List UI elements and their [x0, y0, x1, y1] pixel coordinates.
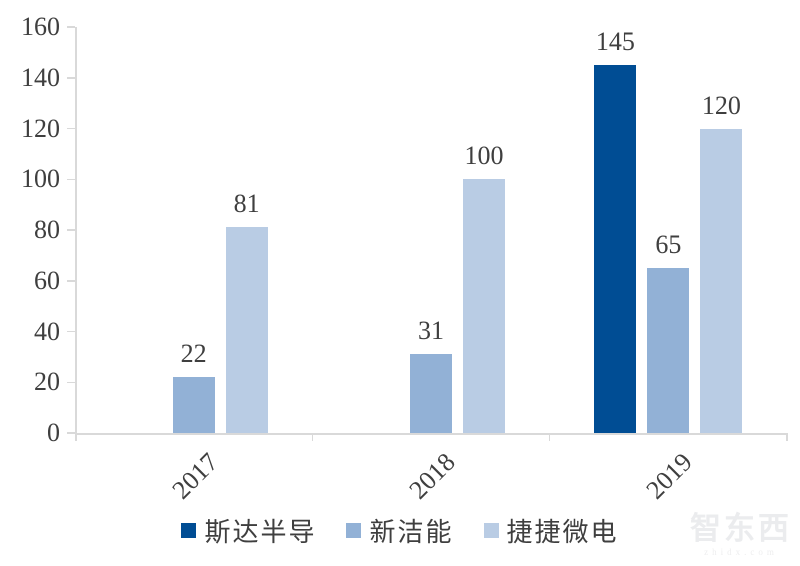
legend-swatch-icon: [181, 523, 197, 538]
x-axis-tick-mark: [548, 433, 551, 441]
legend-swatch-icon: [483, 523, 499, 538]
y-axis-tick-label: 0: [47, 418, 60, 447]
bar-捷捷微电-2019: [700, 128, 743, 433]
y-axis-tick-mark: [67, 178, 75, 180]
y-axis-tick-mark: [67, 330, 75, 333]
bar-新洁能-2018: [410, 354, 452, 433]
bar-value-label: 31: [418, 316, 444, 346]
legend: 斯达半导 新洁能 捷捷微电: [0, 512, 800, 549]
y-axis-tick-label: 100: [21, 164, 60, 194]
y-axis-tick-mark: [67, 127, 75, 130]
y-axis-tick-label: 80: [34, 215, 60, 244]
legend-label: 新洁能: [369, 518, 454, 547]
y-axis-line: [75, 27, 77, 441]
y-axis-tick-mark: [67, 26, 75, 28]
bar-斯达半导-2019: [594, 65, 637, 433]
y-axis-tick-label: 40: [34, 316, 60, 346]
x-axis-line: [75, 433, 787, 435]
legend-item: 新洁能: [346, 512, 453, 549]
y-axis-tick-mark: [67, 280, 75, 282]
y-axis-tick-mark: [67, 432, 75, 434]
y-axis-tick-label: 20: [34, 367, 60, 397]
bar-value-label: 120: [701, 90, 741, 120]
bar-value-label: 81: [233, 189, 260, 219]
legend-item: 捷捷微电: [483, 512, 619, 549]
bar-value-label: 22: [180, 339, 207, 369]
y-axis-tick-label: 160: [21, 12, 60, 41]
y-axis-tick-mark: [67, 77, 75, 79]
bar-value-label: 65: [655, 230, 682, 260]
y-axis-tick-mark: [67, 229, 75, 231]
y-axis-tick-label: 140: [21, 62, 60, 92]
legend-swatch-icon: [346, 523, 362, 538]
legend-item: 斯达半导: [181, 512, 316, 549]
y-axis-tick-mark: [67, 381, 75, 383]
bar-新洁能-2019: [647, 268, 690, 433]
x-axis-tick-mark: [786, 433, 788, 441]
y-axis-tick-label: 60: [34, 265, 60, 295]
bar-捷捷微电-2018: [463, 179, 505, 433]
bar-value-label: 100: [464, 141, 504, 171]
y-axis-tick-label: 120: [21, 113, 60, 143]
bar-捷捷微电-2017: [225, 227, 268, 433]
bar-value-label: 145: [595, 27, 635, 57]
x-axis-tick-mark: [311, 433, 314, 441]
legend-label: 捷捷微电: [506, 518, 619, 547]
bar-新洁能-2017: [172, 377, 215, 433]
legend-label: 斯达半导: [204, 518, 317, 547]
